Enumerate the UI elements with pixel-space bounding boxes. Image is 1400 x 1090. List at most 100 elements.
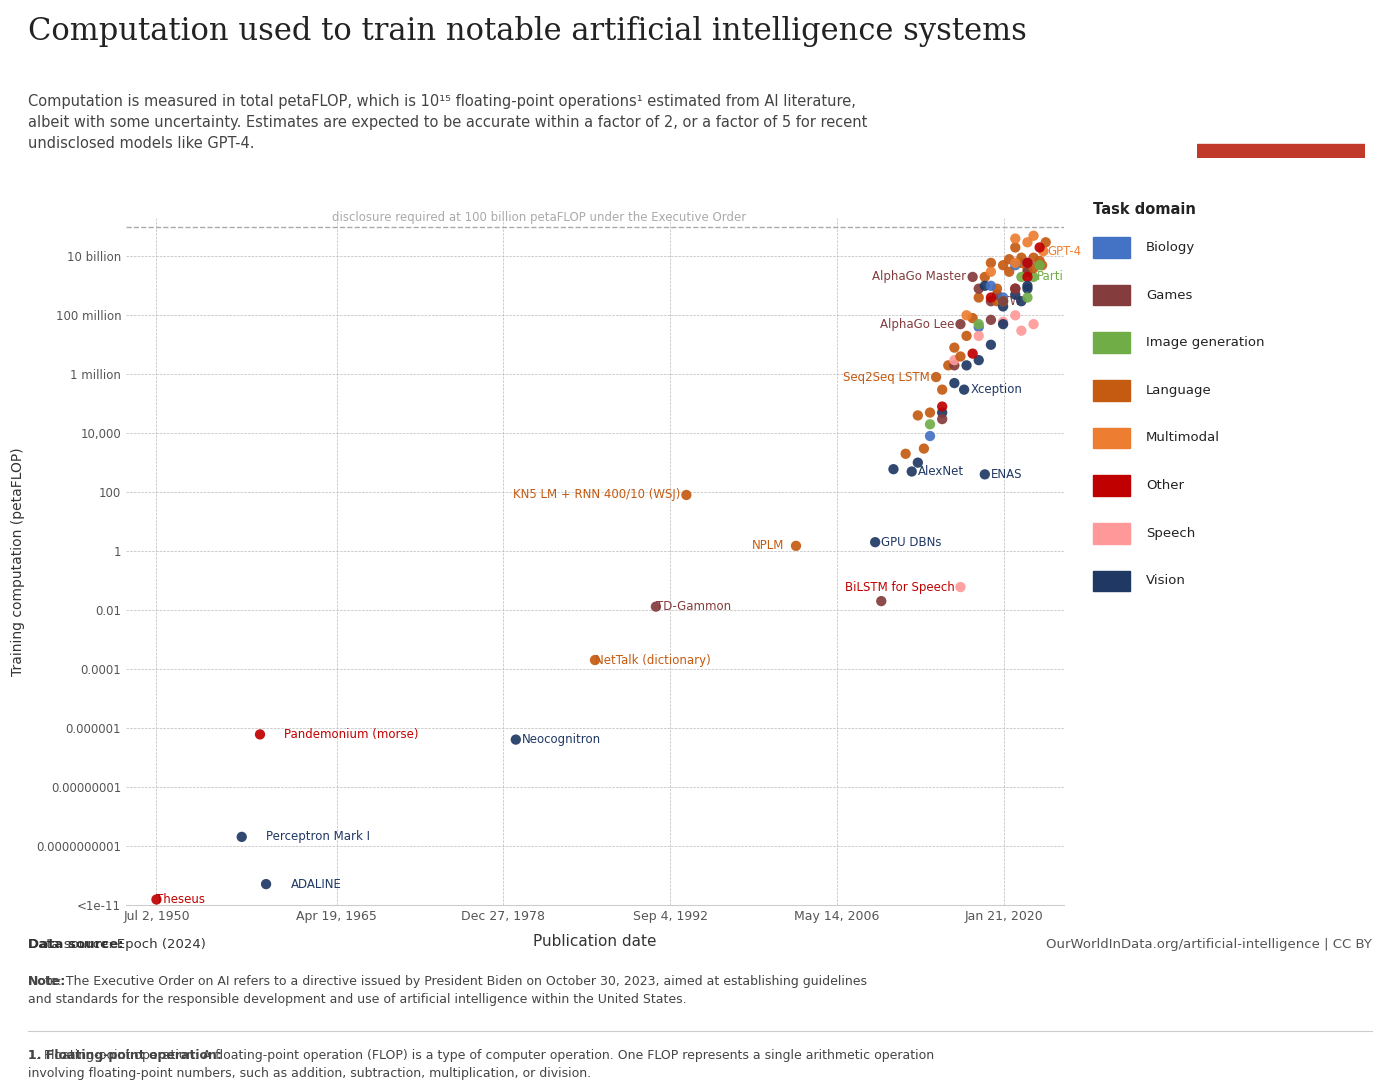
Point (944, 339, 966, 356)
Point (931, 398, 953, 415)
Point (1004, 230, 1026, 247)
Point (991, 289, 1014, 306)
Point (962, 268, 984, 286)
Point (986, 286, 1008, 303)
Point (949, 579, 972, 596)
Text: AlexNet: AlexNet (918, 465, 965, 479)
Point (931, 404, 953, 422)
Text: Note:: Note: (28, 976, 66, 989)
Y-axis label: Training computation (petaFLOP): Training computation (petaFLOP) (11, 447, 25, 676)
Bar (1197, 144, 1365, 158)
Point (980, 254, 1002, 271)
Text: 1. Floating-point operation:: 1. Floating-point operation: (28, 1050, 221, 1063)
Bar (1093, 237, 1130, 257)
Point (998, 251, 1021, 268)
Point (1016, 268, 1039, 286)
Point (1011, 268, 1033, 286)
Text: Theseus: Theseus (157, 893, 206, 906)
Text: Speech: Speech (1145, 526, 1196, 540)
Point (1016, 233, 1039, 251)
Text: Data source: Epoch (2024): Data source: Epoch (2024) (28, 938, 206, 952)
Text: Seq2Seq LSTM: Seq2Seq LSTM (843, 371, 930, 384)
Point (1029, 256, 1051, 274)
Point (937, 356, 959, 374)
Point (1004, 286, 1026, 303)
Point (1022, 315, 1044, 332)
Point (1035, 233, 1057, 251)
Bar (1093, 380, 1130, 401)
Point (1004, 254, 1026, 271)
Text: Image generation: Image generation (1145, 336, 1264, 349)
Point (1016, 280, 1039, 298)
Point (931, 411, 953, 428)
Point (1011, 322, 1033, 339)
Point (967, 315, 990, 332)
Point (1016, 259, 1039, 277)
Point (967, 327, 990, 344)
Point (955, 306, 977, 324)
Point (1022, 249, 1044, 266)
Point (1022, 268, 1044, 286)
Point (918, 404, 941, 422)
Text: Biology: Biology (1145, 241, 1196, 254)
Point (1016, 289, 1039, 306)
Point (895, 445, 917, 462)
Point (962, 310, 984, 327)
Text: Computation used to train notable artificial intelligence systems: Computation used to train notable artifi… (28, 15, 1026, 47)
Point (1022, 227, 1044, 244)
Point (949, 315, 972, 332)
Text: Vision: Vision (1145, 574, 1186, 588)
Bar (1093, 284, 1130, 305)
Point (991, 315, 1014, 332)
Text: Perceptron Mark I: Perceptron Mark I (266, 831, 370, 844)
Point (231, 828, 253, 846)
Bar (1093, 332, 1130, 353)
Text: Task domain: Task domain (1093, 202, 1196, 217)
Text: FTW: FTW (997, 294, 1022, 307)
Point (991, 292, 1014, 310)
Text: ENAS: ENAS (991, 468, 1022, 481)
Point (1016, 263, 1039, 280)
Text: Other: Other (1145, 480, 1184, 492)
Point (675, 486, 697, 504)
Point (1004, 256, 1026, 274)
Text: GPU DBNs: GPU DBNs (881, 535, 942, 548)
Point (986, 292, 1008, 310)
Text: ADALINE: ADALINE (290, 877, 342, 891)
Point (980, 289, 1002, 306)
Bar (1093, 427, 1130, 448)
Text: Computation is measured in total petaFLOP, which is 10¹⁵ floating-point operatio: Computation is measured in total petaFLO… (28, 94, 868, 152)
Text: NetTalk (dictionary): NetTalk (dictionary) (595, 654, 711, 667)
Point (955, 356, 977, 374)
Point (980, 292, 1002, 310)
Point (944, 351, 966, 368)
Text: Note: The Executive Order on AI refers to a directive issued by President Biden : Note: The Executive Order on AI refers t… (28, 976, 867, 1006)
Point (967, 318, 990, 336)
Point (973, 268, 995, 286)
Text: BiLSTM for Speech: BiLSTM for Speech (844, 581, 955, 594)
Text: Language: Language (1145, 384, 1211, 397)
Point (1004, 306, 1026, 324)
Point (882, 460, 904, 477)
Point (925, 368, 948, 386)
Point (907, 407, 930, 424)
Text: Parti: Parti (1037, 270, 1064, 283)
Point (907, 453, 930, 471)
Point (962, 344, 984, 362)
Point (955, 327, 977, 344)
Point (900, 463, 923, 481)
Text: Multimodal: Multimodal (1145, 432, 1219, 445)
Point (967, 289, 990, 306)
Bar (1093, 475, 1130, 496)
Point (1029, 252, 1051, 269)
Point (944, 356, 966, 374)
Point (1016, 277, 1039, 294)
Point (953, 380, 976, 398)
Point (1011, 254, 1033, 271)
Point (913, 440, 935, 458)
Point (973, 277, 995, 294)
Text: Games: Games (1145, 289, 1193, 302)
Point (869, 592, 892, 609)
Point (1032, 242, 1054, 259)
Point (1004, 280, 1026, 298)
